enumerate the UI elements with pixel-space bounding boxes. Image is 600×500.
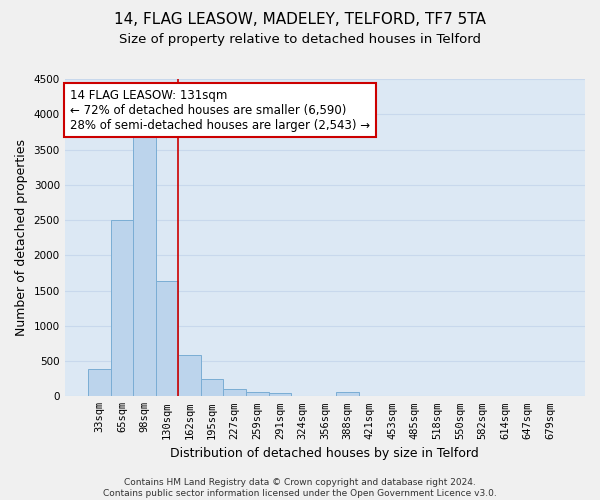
Bar [156, 282, 178, 397]
Text: Size of property relative to detached houses in Telford: Size of property relative to detached ho… [119, 32, 481, 46]
Text: Contains HM Land Registry data © Crown copyright and database right 2024.
Contai: Contains HM Land Registry data © Crown c… [103, 478, 497, 498]
Bar [88, 369, 111, 396]
Bar [133, 132, 156, 396]
Bar [269, 394, 291, 396]
Text: 14, FLAG LEASOW, MADELEY, TELFORD, TF7 5TA: 14, FLAG LEASOW, MADELEY, TELFORD, TF7 5… [114, 12, 486, 28]
Bar [336, 392, 359, 396]
Bar [223, 389, 246, 396]
Bar [246, 392, 269, 396]
X-axis label: Distribution of detached houses by size in Telford: Distribution of detached houses by size … [170, 447, 479, 460]
Y-axis label: Number of detached properties: Number of detached properties [15, 139, 28, 336]
Bar [201, 380, 223, 396]
Bar [178, 354, 201, 397]
Text: 14 FLAG LEASOW: 131sqm
← 72% of detached houses are smaller (6,590)
28% of semi-: 14 FLAG LEASOW: 131sqm ← 72% of detached… [70, 88, 370, 132]
Bar [111, 220, 133, 396]
